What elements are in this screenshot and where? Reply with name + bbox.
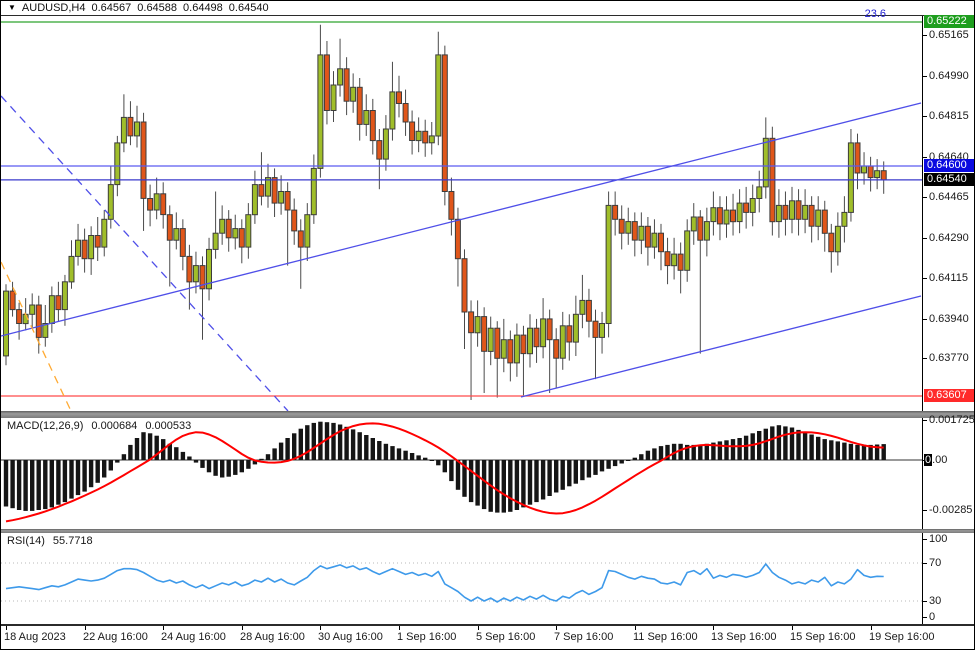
- panel-splitter-rsi[interactable]: [1, 529, 974, 533]
- time-axis-label: 18 Aug 2023: [4, 631, 66, 643]
- time-axis-label: 15 Sep 16:00: [790, 631, 856, 643]
- price-badge: 0.64600: [924, 159, 974, 172]
- price-axis-label: 0.64465: [929, 191, 969, 203]
- symbol-label: AUDUSD,H4: [21, 2, 86, 14]
- panel-splitter-macd[interactable]: [1, 411, 974, 418]
- rsi-name: RSI(14): [7, 535, 45, 547]
- price-badge: 0.64540: [924, 173, 974, 186]
- price-axis-label: 0.63770: [929, 352, 969, 364]
- price-axis-label: 0.63940: [929, 313, 969, 325]
- time-axis-label: 5 Sep 16:00: [476, 631, 536, 643]
- rsi-axis-tick: [922, 539, 927, 540]
- price-axis-tick: [922, 76, 927, 77]
- time-axis-tick: [635, 626, 636, 630]
- time-axis-tick: [163, 626, 164, 630]
- time-axis-tick: [320, 626, 321, 630]
- macd-indicator-label: MACD(12,26,9) 0.000684 0.000533: [7, 420, 191, 432]
- time-axis-tick: [399, 626, 400, 630]
- time-axis-label: 7 Sep 16:00: [554, 631, 614, 643]
- price-axis-tick: [922, 116, 927, 117]
- macd-axis-label: -0.00285: [929, 504, 973, 516]
- price-axis-label: 0.64815: [929, 110, 969, 122]
- time-axis-label: 24 Aug 16:00: [161, 631, 226, 643]
- ohlc-close: 0.64540: [228, 2, 269, 14]
- rsi-axis-label: 70: [929, 557, 942, 569]
- macd-main-value: 0.000684: [91, 420, 138, 432]
- rsi-indicator-label: RSI(14) 55.7718: [7, 535, 93, 547]
- price-axis-tick: [922, 358, 927, 359]
- price-axis-tick: [922, 278, 927, 279]
- macd-axis-label: 0.001725: [929, 414, 975, 426]
- macd-axis-tick: [922, 420, 927, 421]
- time-axis-tick: [556, 626, 557, 630]
- price-axis-tick: [922, 197, 927, 198]
- price-axis-tick: [922, 157, 927, 158]
- time-axis-tick: [871, 626, 872, 630]
- rsi-axis-label: 100: [929, 533, 948, 545]
- time-axis-label: 11 Sep 16:00: [633, 631, 698, 643]
- time-axis-tick: [85, 626, 86, 630]
- fibonacci-level-label: 23.6: [864, 8, 886, 20]
- time-axis-tick: [6, 626, 7, 630]
- macd-axis-tick: [922, 510, 927, 511]
- time-axis-label: 28 Aug 16:00: [240, 631, 305, 643]
- time-axis-tick: [792, 626, 793, 630]
- ohlc-open: 0.64567: [91, 2, 132, 14]
- price-axis-label: 0.64115: [929, 272, 968, 284]
- time-axis-label: 1 Sep 16:00: [397, 631, 457, 643]
- price-axis-tick: [922, 238, 927, 239]
- price-axis-tick: [922, 319, 927, 320]
- time-axis-separator: [1, 624, 974, 626]
- ohlc-high: 0.64588: [137, 2, 178, 14]
- time-axis-label: 19 Sep 16:00: [869, 631, 935, 643]
- price-badge: 0.65222: [924, 15, 974, 28]
- price-axis-tick: [922, 35, 927, 36]
- rsi-axis-tick: [922, 617, 927, 618]
- price-badge: 0.63607: [924, 389, 974, 402]
- price-axis-label: 0.65165: [929, 29, 969, 41]
- price-axis[interactable]: [922, 1, 974, 624]
- time-axis-tick: [242, 626, 243, 630]
- time-axis-tick: [478, 626, 479, 630]
- macd-name: MACD(12,26,9): [7, 420, 84, 432]
- rsi-axis-label: 30: [929, 595, 942, 607]
- chart-plot-area[interactable]: [1, 1, 922, 625]
- time-axis-label: 30 Aug 16:00: [318, 631, 383, 643]
- rsi-axis-tick: [922, 563, 927, 564]
- time-axis-label: 13 Sep 16:00: [711, 631, 777, 643]
- macd-signal-value: 0.000533: [145, 420, 192, 432]
- macd-zero-badge: 0.00: [924, 454, 948, 466]
- rsi-axis-label: 0: [929, 611, 936, 623]
- time-axis-label: 22 Aug 16:00: [83, 631, 148, 643]
- chart-title-bar[interactable]: ▼ AUDUSD,H4 0.64567 0.64588 0.64498 0.64…: [1, 1, 929, 16]
- time-axis-tick: [713, 626, 714, 630]
- price-axis-label: 0.64990: [929, 70, 969, 82]
- price-axis-label: 0.64290: [929, 232, 969, 244]
- symbol-dropdown-icon[interactable]: ▼: [8, 3, 16, 12]
- rsi-axis-tick: [922, 601, 927, 602]
- ohlc-low: 0.64498: [183, 2, 223, 14]
- rsi-value: 55.7718: [52, 535, 93, 547]
